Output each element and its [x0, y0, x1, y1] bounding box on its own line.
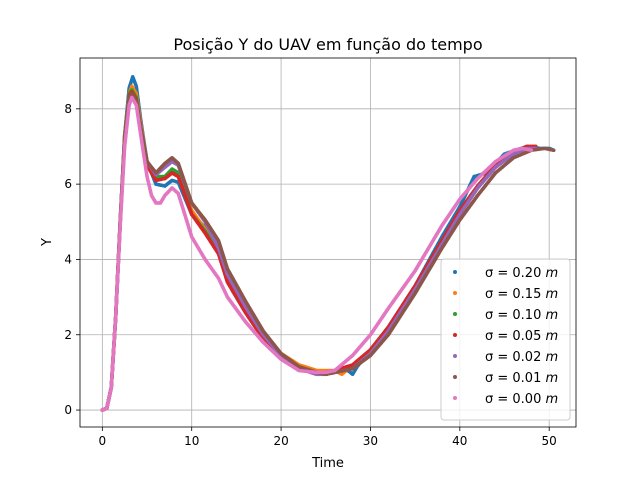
data-point [530, 148, 534, 152]
data-point [552, 148, 556, 152]
x-tick-label: 0 [99, 434, 107, 448]
x-tick-label: 40 [452, 434, 467, 448]
x-tick-label: 30 [363, 434, 378, 448]
x-tick-label: 20 [273, 434, 288, 448]
x-tick-label: 10 [184, 434, 199, 448]
